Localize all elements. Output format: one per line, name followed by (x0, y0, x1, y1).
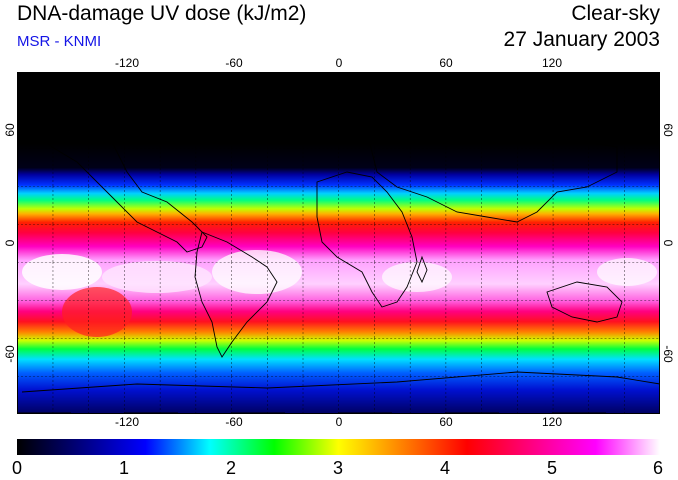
lat-tick-right-60: 60 (661, 123, 675, 137)
colorbar-label-2: 2 (225, 458, 237, 478)
lon-tick-bottom-neg120: -120 (114, 415, 140, 429)
colorbar-label-4: 4 (439, 458, 451, 478)
sky-condition-label: Clear-sky (571, 2, 660, 25)
lat-tick-left-0: 0 (3, 239, 17, 247)
lon-tick-top-60: 60 (439, 56, 453, 70)
source-label: MSR - KNMI (17, 33, 102, 50)
colorbar (17, 439, 660, 455)
lon-tick-bottom-120: 120 (541, 415, 563, 429)
colorbar-label-3: 3 (332, 458, 344, 478)
lat-tick-right-0: 0 (661, 239, 675, 247)
lat-tick-left-60: 60 (3, 123, 17, 137)
lon-tick-bottom-neg60: -60 (225, 415, 243, 429)
lat-tick-right-neg60: -60 (661, 345, 675, 363)
colorbar-label-5: 5 (546, 458, 558, 478)
lat-tick-left-neg60: -60 (3, 345, 17, 363)
date-label: 27 January 2003 (503, 28, 660, 51)
lon-tick-top-120: 120 (541, 56, 563, 70)
lon-tick-top-0: 0 (335, 56, 343, 70)
colorbar-label-0: 0 (11, 458, 23, 478)
lon-tick-bottom-60: 60 (439, 415, 453, 429)
lon-tick-bottom-0: 0 (335, 415, 343, 429)
colorbar-label-1: 1 (118, 458, 130, 478)
map-title: DNA-damage UV dose (kJ/m2) (17, 2, 307, 25)
lon-tick-top-neg60: -60 (225, 56, 243, 70)
lon-tick-top-neg120: -120 (114, 56, 140, 70)
uv-dose-map (17, 72, 660, 414)
colorbar-label-6: 6 (652, 458, 664, 478)
